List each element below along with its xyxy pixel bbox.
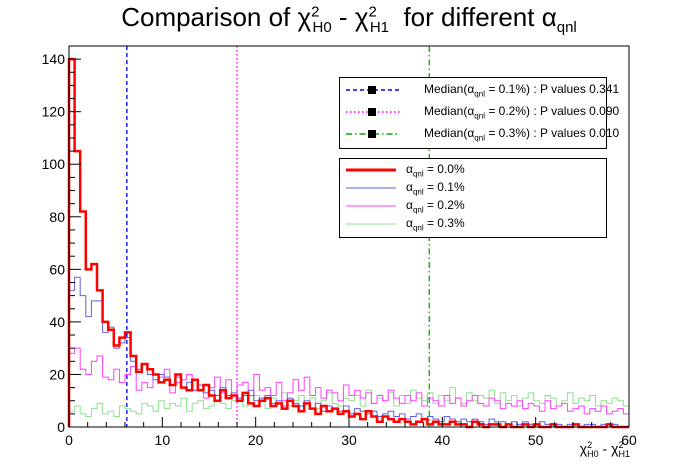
median-legend-swatch-1	[346, 86, 400, 94]
series-legend-text-3: αqnl = 0.2%	[406, 197, 465, 215]
title-sub-qnl: qnl	[556, 19, 577, 37]
y-tick-label-1: 20	[49, 366, 65, 382]
title-prefix: Comparison of	[121, 2, 298, 32]
y-tick-label-5: 100	[42, 156, 66, 172]
series-line-3	[68, 347, 630, 427]
median-legend-swatch-3	[346, 130, 400, 138]
title-sup-2: 2	[368, 3, 377, 21]
xlabel-minus: -	[598, 440, 612, 457]
series-legend-swatch-3	[346, 205, 396, 207]
xlabel-chi-1: χ	[579, 440, 588, 457]
series-legend-swatch-2	[346, 187, 396, 189]
x-tick-label-0: 0	[65, 432, 73, 448]
xlabel-sup-2: 2	[618, 440, 624, 450]
series-legend-row-3: αqnl = 0.2%	[340, 197, 465, 215]
y-tick-label-0: 0	[57, 419, 65, 435]
x-tick-label-3: 30	[341, 432, 357, 448]
title-chi-1: χ	[297, 2, 312, 32]
x-tick-label-4: 40	[435, 432, 451, 448]
chart-title: Comparison of χ2H0 - χ2H1 for different …	[0, 2, 698, 36]
series-legend-text-2: αqnl = 0.1%	[406, 179, 465, 197]
xlabel-sub-h1: H1	[618, 449, 630, 460]
series-legend-text-1: αqnl = 0.0%	[406, 161, 465, 179]
title-alpha: α	[541, 2, 557, 32]
title-sup-1: 2	[311, 3, 320, 21]
series-legend-text-4: αqnl = 0.3%	[406, 215, 465, 233]
x-tick-label-2: 20	[248, 432, 264, 448]
x-tick-label-1: 10	[155, 432, 171, 448]
xlabel-chi-2: χ	[611, 440, 619, 457]
series-legend-swatch-4	[346, 223, 396, 225]
y-tick-label-3: 60	[49, 261, 65, 277]
median-legend-text-1: Median(αqnl = 0.1%) : P values 0.341	[424, 81, 620, 99]
series-line-4	[68, 387, 630, 427]
title-suffix: for different	[389, 2, 542, 32]
x-tick-label-5: 50	[528, 432, 544, 448]
median-legend-row-3: Median(αqnl = 0.3%) : P values 0.010	[340, 125, 619, 143]
title-minus: -	[331, 2, 355, 32]
y-tick-label-7: 140	[42, 51, 66, 67]
series-legend-row-4: αqnl = 0.3%	[340, 215, 465, 233]
median-legend: Median(αqnl = 0.1%) : P values 0.341 Med…	[339, 77, 619, 149]
series-legend-swatch-1	[346, 168, 396, 172]
title-chi-2: χ	[354, 2, 369, 32]
xlabel-sub-h0: H0	[587, 449, 599, 460]
axis-layer: 0 10 20 30 40 50 60 0 20 40 60 80 100 120 140	[42, 45, 637, 448]
median-legend-row-1: Median(αqnl = 0.1%) : P values 0.341	[340, 81, 619, 99]
title-sub-h0: H0	[312, 19, 332, 37]
series-legend-row-2: αqnl = 0.1%	[340, 179, 465, 197]
median-legend-row-2: Median(αqnl = 0.2%) : P values 0.090	[340, 103, 619, 121]
median-legend-swatch-2	[346, 108, 400, 116]
series-legend: αqnl = 0.0% αqnl = 0.1% αqnl = 0.2% αqnl…	[339, 158, 607, 238]
title-sub-h1: H1	[369, 19, 389, 37]
xlabel-sup-1: 2	[587, 440, 593, 450]
median-legend-text-3: Median(αqnl = 0.3%) : P values 0.010	[424, 125, 620, 143]
x-axis-label: χ2H0 - χ2H1	[580, 440, 630, 459]
series-legend-row-1: αqnl = 0.0%	[340, 161, 465, 179]
y-tick-label-6: 120	[42, 104, 66, 120]
y-tick-label-4: 80	[49, 209, 65, 225]
median-legend-text-2: Median(αqnl = 0.2%) : P values 0.090	[424, 103, 620, 121]
x-tick-label-6: 60	[621, 432, 637, 448]
y-tick-label-2: 40	[49, 314, 65, 330]
